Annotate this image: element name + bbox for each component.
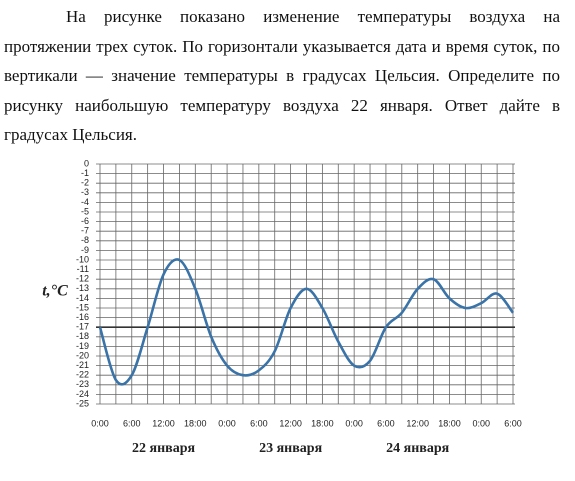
y-tick-label: -16 bbox=[76, 312, 89, 322]
y-tick-label: -14 bbox=[76, 293, 89, 303]
x-tick-label: 6:00 bbox=[123, 418, 141, 428]
y-tick-label: -4 bbox=[81, 197, 89, 207]
y-axis-label: t,°C bbox=[42, 283, 68, 300]
y-tick-label: -18 bbox=[76, 331, 89, 341]
x-tick-label: 18:00 bbox=[311, 418, 334, 428]
y-tick-label: -17 bbox=[76, 322, 89, 332]
x-tick-label: 12:00 bbox=[152, 418, 175, 428]
x-tick-label: 6:00 bbox=[504, 418, 522, 428]
x-tick-label: 0:00 bbox=[345, 418, 363, 428]
y-tick-label: -23 bbox=[76, 379, 89, 389]
day-label: 24 января bbox=[386, 441, 449, 456]
y-tick-label: -12 bbox=[76, 274, 89, 284]
x-tick-label: 6:00 bbox=[377, 418, 395, 428]
x-tick-label: 12:00 bbox=[406, 418, 429, 428]
task-text: На рисунке показано изменение температур… bbox=[4, 7, 560, 144]
x-tick-label: 12:00 bbox=[279, 418, 302, 428]
y-tick-label: -7 bbox=[81, 226, 89, 236]
y-tick-label: -11 bbox=[77, 264, 89, 274]
x-tick-label: 0:00 bbox=[218, 418, 236, 428]
y-tick-label: -3 bbox=[81, 187, 89, 197]
y-tick-label: -8 bbox=[81, 235, 89, 245]
y-tick-label: -13 bbox=[76, 283, 89, 293]
y-tick-label: 0 bbox=[84, 158, 89, 168]
y-tick-label: -10 bbox=[76, 254, 89, 264]
y-tick-label: -19 bbox=[76, 341, 89, 351]
y-tick-label: -24 bbox=[76, 389, 89, 399]
x-tick-label: 18:00 bbox=[438, 418, 461, 428]
x-tick-label: 0:00 bbox=[91, 418, 109, 428]
day-label: 22 января bbox=[132, 441, 195, 456]
y-tick-label: -5 bbox=[81, 206, 89, 216]
day-label: 23 января bbox=[259, 441, 322, 456]
y-tick-label: -6 bbox=[81, 216, 89, 226]
y-tick-label: -21 bbox=[76, 360, 89, 370]
temperature-line bbox=[98, 258, 515, 386]
x-tick-label: 6:00 bbox=[250, 418, 268, 428]
y-tick-label: -9 bbox=[81, 245, 89, 255]
x-tick-label: 18:00 bbox=[184, 418, 207, 428]
y-tick-label: -20 bbox=[76, 350, 89, 360]
y-tick-label: -15 bbox=[76, 302, 89, 312]
y-tick-label: -1 bbox=[81, 168, 89, 178]
x-tick-label: 0:00 bbox=[472, 418, 490, 428]
y-tick-label: -25 bbox=[76, 398, 89, 408]
y-tick-label: -22 bbox=[76, 370, 89, 380]
y-tick-label: -2 bbox=[81, 178, 89, 188]
